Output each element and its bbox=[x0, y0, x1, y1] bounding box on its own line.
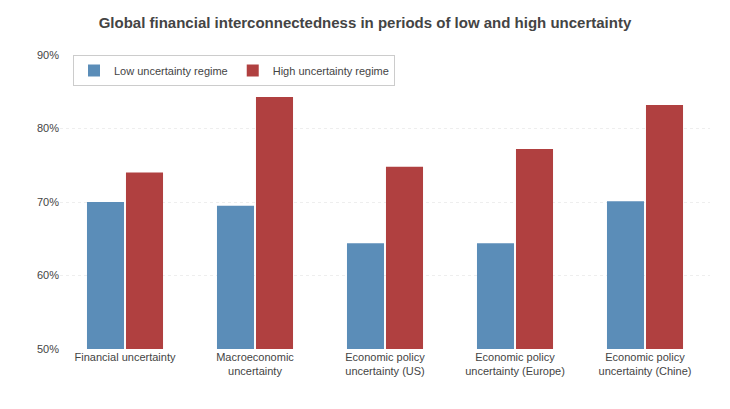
svg-text:60%: 60% bbox=[37, 269, 59, 281]
svg-text:70%: 70% bbox=[37, 196, 59, 208]
svg-text:Macroeconomicuncertainty: Macroeconomicuncertainty bbox=[216, 351, 294, 377]
svg-text:Financial uncertainty: Financial uncertainty bbox=[75, 351, 176, 363]
svg-text:High uncertainty regime: High uncertainty regime bbox=[273, 65, 389, 77]
svg-text:Global financial interconnecte: Global financial interconnectedness in p… bbox=[99, 14, 632, 31]
svg-text:Low uncertainty regime: Low uncertainty regime bbox=[114, 65, 228, 77]
svg-text:Economic policyuncertainty (Eu: Economic policyuncertainty (Europe) bbox=[465, 351, 565, 377]
svg-text:Economic policyuncertainty (Ch: Economic policyuncertainty (Chine) bbox=[599, 351, 692, 377]
svg-text:80%: 80% bbox=[37, 122, 59, 134]
svg-text:50%: 50% bbox=[37, 343, 59, 355]
svg-text:90%: 90% bbox=[37, 49, 59, 61]
svg-text:Economic policyuncertainty (US: Economic policyuncertainty (US) bbox=[345, 351, 425, 377]
